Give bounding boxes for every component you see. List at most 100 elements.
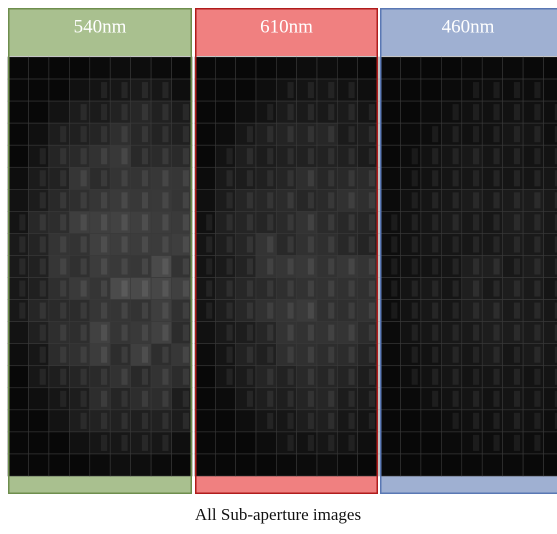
sub-aperture-image: [337, 145, 357, 167]
sub-aperture-image: [236, 432, 256, 454]
sub-aperture-image: [172, 454, 192, 476]
sub-aperture-image: [276, 123, 296, 145]
image-detail: [267, 281, 273, 297]
sub-aperture-image: [110, 79, 130, 101]
image-detail: [81, 214, 87, 230]
sub-aperture-image: [215, 410, 235, 432]
image-detail: [162, 214, 168, 230]
image-detail: [101, 281, 107, 297]
image-detail: [121, 391, 127, 407]
image-detail: [247, 126, 253, 142]
image-detail: [349, 413, 355, 429]
sub-aperture-image: [317, 145, 337, 167]
image-detail: [227, 236, 233, 252]
image-detail: [60, 347, 66, 363]
sub-aperture-image: [544, 432, 557, 454]
sub-aperture-image: [317, 366, 337, 388]
sub-aperture-image: [337, 322, 357, 344]
image-detail: [60, 391, 66, 407]
image-detail: [162, 369, 168, 385]
image-detail: [142, 435, 148, 451]
sub-aperture-image: [317, 233, 337, 255]
image-detail: [121, 104, 127, 120]
image-detail: [534, 236, 540, 252]
image-detail: [453, 325, 459, 341]
image-detail: [162, 347, 168, 363]
image-detail: [534, 148, 540, 164]
sub-aperture-image: [256, 189, 276, 211]
image-detail: [247, 148, 253, 164]
image-detail: [121, 170, 127, 186]
image-detail: [267, 104, 273, 120]
image-detail: [101, 236, 107, 252]
sub-aperture-image: [482, 57, 502, 79]
image-detail: [534, 104, 540, 120]
image-detail: [183, 391, 189, 407]
image-detail: [514, 347, 520, 363]
sub-aperture-image: [28, 189, 48, 211]
sub-aperture-image: [337, 344, 357, 366]
image-detail: [349, 104, 355, 120]
sub-aperture-image: [256, 123, 276, 145]
image-detail: [412, 192, 418, 208]
image-detail: [432, 369, 438, 385]
sub-aperture-image: [172, 432, 192, 454]
image-detail: [349, 170, 355, 186]
image-detail: [514, 281, 520, 297]
image-detail: [121, 435, 127, 451]
sub-aperture-image: [69, 410, 89, 432]
sub-aperture-image: [503, 454, 523, 476]
image-detail: [19, 258, 25, 274]
sub-aperture-image: [256, 344, 276, 366]
panel-footer: [8, 476, 192, 494]
image-detail: [453, 104, 459, 120]
sub-aperture-image: [69, 278, 89, 300]
image-detail: [534, 391, 540, 407]
image-detail: [432, 347, 438, 363]
image-detail: [60, 148, 66, 164]
image-detail: [453, 281, 459, 297]
sub-aperture-image: [380, 432, 400, 454]
image-detail: [183, 148, 189, 164]
image-detail: [514, 170, 520, 186]
sub-aperture-image: [380, 101, 400, 123]
sub-aperture-image: [256, 410, 276, 432]
image-detail: [391, 236, 397, 252]
sub-aperture-image: [8, 79, 28, 101]
panel-footer: [380, 476, 557, 494]
sub-aperture-image: [462, 57, 482, 79]
image-detail: [349, 347, 355, 363]
image-detail: [369, 325, 375, 341]
image-detail: [60, 303, 66, 319]
sub-aperture-image: [69, 57, 89, 79]
image-detail: [101, 413, 107, 429]
image-detail: [101, 258, 107, 274]
image-detail: [142, 148, 148, 164]
image-detail: [308, 258, 314, 274]
image-detail: [121, 347, 127, 363]
image-detail: [121, 148, 127, 164]
sub-aperture-image: [276, 145, 296, 167]
image-detail: [267, 303, 273, 319]
image-detail: [247, 236, 253, 252]
image-detail: [267, 347, 273, 363]
image-detail: [308, 236, 314, 252]
image-detail: [288, 214, 294, 230]
sub-aperture-image: [256, 233, 276, 255]
sub-aperture-image: [69, 388, 89, 410]
sub-aperture-image: [337, 366, 357, 388]
image-detail: [183, 303, 189, 319]
sub-aperture-image: [8, 344, 28, 366]
sub-aperture-image: [317, 410, 337, 432]
sub-aperture-image: [256, 79, 276, 101]
image-detail: [473, 391, 479, 407]
sub-aperture-image: [195, 145, 215, 167]
image-detail: [349, 303, 355, 319]
sub-aperture-image: [8, 388, 28, 410]
sub-aperture-image: [8, 57, 28, 79]
image-detail: [60, 214, 66, 230]
sub-aperture-image: [28, 233, 48, 255]
sub-aperture-image: [69, 211, 89, 233]
image-detail: [534, 435, 540, 451]
image-detail: [473, 413, 479, 429]
